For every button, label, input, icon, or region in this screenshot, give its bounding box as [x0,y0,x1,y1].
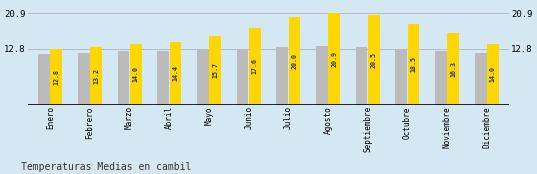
Bar [157,52,169,105]
Bar [50,49,62,105]
Bar [408,24,419,105]
Text: 13.2: 13.2 [93,68,99,84]
Bar [197,50,209,105]
Bar [237,49,249,105]
Bar [276,47,288,105]
Text: 17.6: 17.6 [252,58,258,74]
Text: 14.0: 14.0 [133,66,139,82]
Text: 12.8: 12.8 [53,69,60,85]
Bar [316,46,328,105]
Text: 20.5: 20.5 [371,52,377,68]
Text: 20.9: 20.9 [331,51,337,67]
Bar [38,54,50,105]
Bar [170,42,182,105]
Text: 14.4: 14.4 [172,65,178,81]
Bar [78,53,90,105]
Bar [447,33,459,105]
Bar [395,49,407,105]
Text: 15.7: 15.7 [212,62,218,78]
Text: 20.0: 20.0 [292,53,297,69]
Bar [130,44,142,105]
Bar [475,53,487,105]
Bar [368,15,380,105]
Text: 18.5: 18.5 [410,56,417,72]
Bar [118,52,129,105]
Bar [487,44,499,105]
Bar [288,17,300,105]
Bar [328,13,340,105]
Text: 14.0: 14.0 [490,66,496,82]
Bar [209,36,221,105]
Text: 16.3: 16.3 [450,61,456,77]
Bar [435,51,447,105]
Text: Temperaturas Medias en cambil: Temperaturas Medias en cambil [21,162,192,172]
Bar [249,28,261,105]
Bar [355,47,367,105]
Bar [90,47,102,105]
